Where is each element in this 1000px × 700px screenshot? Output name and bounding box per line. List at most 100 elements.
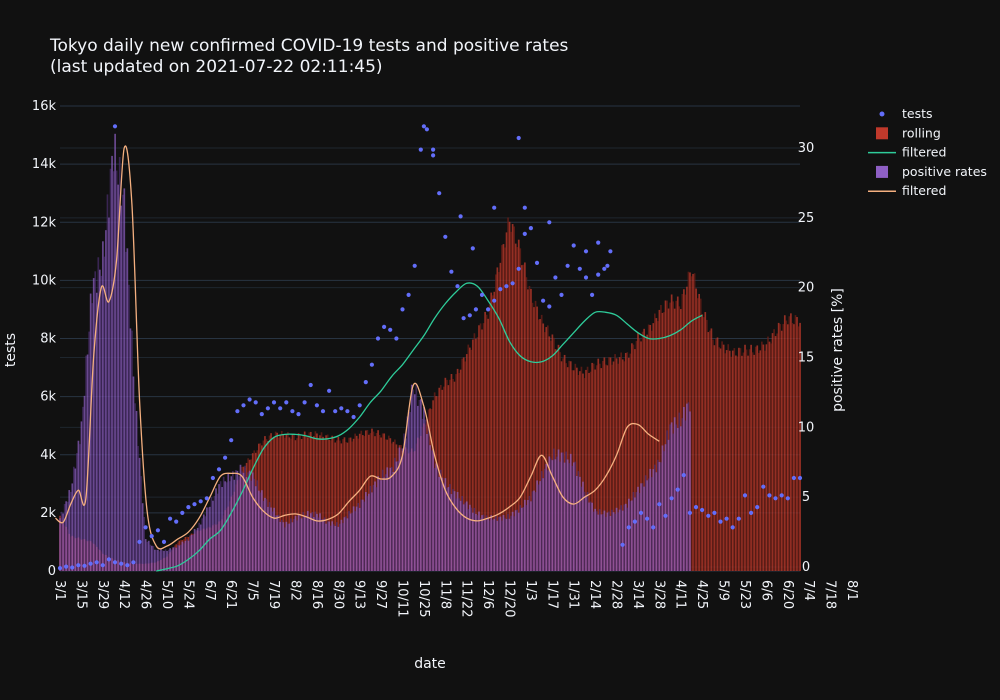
legend-item[interactable]: filtered: [868, 183, 946, 198]
positive-rate-bar: [82, 406, 84, 571]
positive-rate-bar: [161, 550, 164, 571]
test-dot: [461, 316, 466, 321]
x-tick-label: 7/19: [266, 580, 281, 609]
test-dot: [492, 298, 497, 303]
x-tick-label: 12/6: [480, 580, 495, 609]
legend-item[interactable]: positive rates: [876, 164, 987, 179]
positive-rate-bar: [421, 418, 424, 571]
positive-rate-bar: [98, 269, 101, 571]
rolling-bar: [638, 338, 641, 571]
positive-rate-bar: [542, 478, 545, 571]
test-dot: [223, 455, 228, 460]
positive-rate-bar: [395, 461, 398, 571]
test-dot: [547, 304, 552, 309]
rolling-bar: [288, 437, 291, 571]
positive-rate-bar: [339, 523, 341, 571]
x-tick-label: 9/27: [373, 580, 388, 609]
rolling-bar: [698, 293, 701, 571]
rolling-bar: [305, 435, 308, 571]
positive-rate-bar: [577, 471, 580, 571]
rolling-bar: [611, 364, 613, 571]
rolling-bar: [710, 328, 713, 571]
test-dot: [797, 475, 803, 481]
x-tick-label: 10/25: [416, 580, 431, 617]
positive-rate-bar: [591, 502, 593, 571]
rolling-bar: [712, 339, 714, 571]
rolling-bar: [479, 323, 482, 571]
positive-rate-bar: [528, 495, 531, 571]
test-dot: [522, 231, 527, 236]
x-tick-label: 7/18: [823, 580, 838, 609]
test-dot: [718, 519, 723, 524]
positive-rate-bar: [391, 466, 393, 571]
rolling-bar: [586, 366, 589, 571]
positive-rate-bar: [660, 462, 662, 571]
rolling-bar: [328, 440, 331, 571]
legend[interactable]: tests rolling filtered positive rates filter…: [868, 106, 987, 198]
positive-rate-bar: [563, 462, 566, 571]
test-dot: [736, 516, 741, 521]
legend-item[interactable]: filtered: [868, 145, 946, 160]
positive-rate-bar: [154, 549, 156, 571]
test-dot: [241, 403, 246, 408]
positive-rate-bar: [114, 133, 116, 572]
positive-rate-bar: [453, 491, 456, 571]
positive-rate-bar: [138, 457, 141, 571]
rolling-bar: [776, 333, 778, 571]
legend-item[interactable]: rolling: [876, 125, 941, 140]
positive-rate-bar: [259, 492, 262, 571]
test-dot: [253, 400, 258, 405]
positive-rate-bar: [233, 479, 236, 571]
positive-rate-bar: [128, 284, 130, 571]
positive-rate-bar: [502, 515, 505, 571]
positive-rate-bar: [417, 405, 419, 571]
positive-rate-bar: [360, 499, 363, 571]
test-dots: [57, 124, 803, 571]
positive-rate-bar: [250, 480, 253, 571]
positive-rate-bar: [678, 412, 681, 571]
rolling-bar: [739, 348, 742, 571]
rolling-bar: [621, 359, 624, 571]
positive-rate-bar: [152, 546, 155, 571]
test-dot: [663, 513, 668, 518]
positive-rate-bar: [262, 501, 265, 571]
test-dot: [106, 557, 111, 562]
test-dot: [657, 502, 662, 507]
positive-rate-bar: [135, 410, 138, 571]
positive-rate-bar: [478, 511, 480, 571]
positive-rate-bar: [334, 525, 337, 571]
x-tick-label: 8/1: [844, 580, 859, 601]
test-dot: [131, 560, 136, 565]
x-tick-label: 5/23: [737, 580, 752, 609]
positive-rate-bar: [323, 517, 326, 571]
positive-rate-bar: [329, 525, 332, 571]
positive-rate-bar: [470, 507, 473, 571]
positive-rate-bar: [404, 438, 407, 571]
positive-rate-bar: [433, 468, 436, 571]
rolling-bar: [493, 291, 496, 571]
positive-rate-bar: [686, 403, 688, 571]
test-dot: [88, 561, 93, 566]
test-dot: [265, 406, 270, 411]
rolling-bar: [325, 435, 327, 571]
positive-rate-bar: [629, 501, 632, 571]
rolling-bar: [444, 377, 447, 571]
test-dot: [651, 525, 656, 530]
x-tick-label: 5/24: [180, 580, 195, 609]
rolling-bar: [516, 247, 519, 571]
positive-rate-bar: [326, 521, 329, 571]
rolling-bar: [455, 374, 457, 571]
positive-rate-bar: [120, 205, 123, 571]
legend-item[interactable]: tests: [879, 106, 933, 121]
rolling-bar: [612, 361, 615, 571]
positive-rate-bar: [206, 507, 208, 571]
rolling-bar: [473, 333, 476, 571]
positive-rate-bar: [247, 472, 249, 571]
positive-rate-bar: [455, 498, 457, 571]
test-dot: [357, 403, 362, 408]
legend-swatch-icon: [876, 127, 888, 140]
test-dot: [394, 336, 399, 341]
test-dot: [345, 409, 350, 414]
positive-rate-bar: [498, 517, 500, 571]
rolling-bar: [713, 345, 716, 571]
